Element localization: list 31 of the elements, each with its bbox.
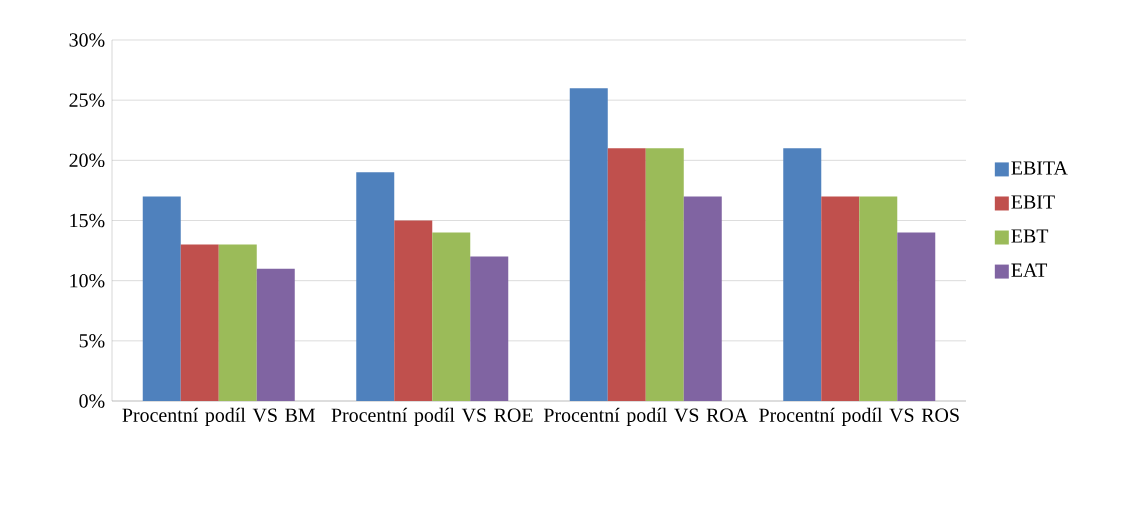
bar <box>432 232 471 401</box>
legend-label: EBIT <box>1011 195 1055 209</box>
bar <box>859 196 898 401</box>
bar <box>607 148 646 401</box>
bar <box>180 244 219 401</box>
x-tick-label: Procentní podíl VS ROE <box>331 407 533 426</box>
bar <box>470 256 509 401</box>
y-tick-label: 30% <box>69 33 105 47</box>
x-tick-label: Procentní podíl VS BM <box>122 407 316 426</box>
bar <box>569 88 608 401</box>
bar <box>645 148 684 401</box>
legend-label: EAT <box>1011 263 1048 277</box>
bar <box>256 268 295 401</box>
y-tick-label: 0% <box>79 394 105 408</box>
bar <box>897 232 936 401</box>
y-tick-label: 25% <box>69 93 105 107</box>
y-tick-label: 20% <box>69 153 105 168</box>
bar <box>783 148 822 401</box>
y-tick-label: 5% <box>79 334 105 348</box>
legend-label: EBITA <box>1011 161 1068 175</box>
bar <box>218 244 257 401</box>
y-tick-label: 10% <box>70 273 105 288</box>
y-tick-label: 15% <box>70 213 105 228</box>
x-tick-label: Procentní podíl VS ROA <box>543 407 748 426</box>
bar <box>142 196 181 401</box>
x-tick-label: Procentní podíl VS ROS <box>759 407 959 426</box>
legend-label: EBT <box>1011 229 1049 243</box>
bar <box>394 220 433 401</box>
bar <box>683 196 722 401</box>
bar <box>821 196 860 401</box>
bar <box>356 172 395 401</box>
